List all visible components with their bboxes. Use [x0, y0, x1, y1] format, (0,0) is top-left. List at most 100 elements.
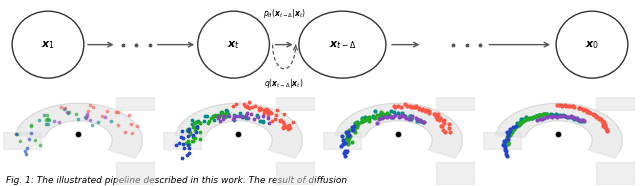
Point — [342, 132, 353, 135]
Point — [364, 116, 374, 119]
Point — [430, 116, 440, 119]
Point — [509, 127, 519, 130]
Point — [502, 130, 513, 133]
Point — [343, 130, 353, 133]
Point — [534, 114, 545, 117]
Point — [284, 124, 294, 126]
Point — [413, 118, 423, 121]
Point — [241, 114, 252, 117]
Point — [244, 106, 254, 109]
Point — [593, 117, 604, 120]
Point — [540, 112, 550, 115]
Point — [229, 116, 239, 119]
Point — [444, 127, 454, 130]
Point — [436, 124, 447, 127]
Point — [341, 151, 351, 154]
Point — [215, 114, 225, 117]
Text: $\boldsymbol{x}_0$: $\boldsymbol{x}_0$ — [585, 39, 599, 51]
Point — [228, 104, 239, 107]
Point — [218, 115, 228, 118]
Point — [182, 129, 193, 132]
Point — [254, 107, 264, 110]
Point — [357, 118, 367, 121]
Point — [344, 133, 354, 136]
Point — [415, 119, 425, 122]
Point — [221, 112, 232, 115]
Point — [29, 139, 40, 142]
Point — [353, 123, 363, 126]
Point — [250, 104, 260, 107]
Point — [502, 155, 512, 158]
Point — [185, 131, 195, 134]
Point — [262, 109, 273, 112]
Point — [405, 104, 415, 107]
Point — [402, 105, 412, 108]
Point — [42, 118, 52, 121]
Point — [401, 116, 411, 119]
Point — [241, 115, 251, 118]
Point — [288, 120, 298, 123]
Point — [439, 121, 449, 124]
Point — [43, 117, 53, 120]
Point — [412, 120, 422, 123]
Text: $\boldsymbol{x}_t$: $\boldsymbol{x}_t$ — [227, 39, 240, 51]
Point — [585, 111, 595, 114]
Point — [374, 114, 384, 117]
Point — [213, 117, 223, 120]
Point — [100, 115, 110, 118]
Point — [347, 125, 357, 128]
Point — [515, 120, 525, 123]
Point — [602, 128, 612, 131]
Point — [573, 118, 583, 121]
Point — [247, 106, 257, 109]
Point — [598, 121, 609, 124]
Point — [43, 122, 53, 125]
Point — [214, 119, 225, 122]
Point — [535, 118, 545, 121]
Point — [598, 124, 609, 127]
Point — [564, 104, 574, 107]
Point — [393, 132, 404, 135]
Point — [396, 105, 406, 108]
Point — [120, 130, 130, 133]
Point — [432, 117, 442, 120]
Point — [550, 115, 560, 118]
Point — [388, 111, 399, 114]
Point — [570, 117, 580, 120]
Point — [179, 147, 189, 150]
Point — [358, 120, 368, 123]
Text: $p_\theta(\boldsymbol{x}_{t-\Delta}|\boldsymbol{x}_t)$: $p_\theta(\boldsymbol{x}_{t-\Delta}|\bol… — [262, 7, 306, 20]
Point — [221, 108, 231, 111]
Point — [357, 116, 367, 119]
Point — [584, 111, 595, 114]
Point — [508, 126, 518, 129]
Point — [437, 128, 447, 131]
Point — [502, 137, 513, 140]
Point — [80, 116, 90, 119]
Point — [272, 108, 282, 111]
Point — [601, 128, 611, 131]
Point — [275, 118, 285, 121]
Point — [189, 129, 200, 132]
Point — [195, 131, 205, 134]
Point — [576, 118, 586, 121]
Point — [232, 114, 242, 117]
Point — [337, 135, 347, 138]
Point — [574, 107, 584, 110]
Point — [218, 114, 228, 117]
Point — [564, 105, 575, 108]
Point — [191, 121, 202, 124]
Point — [275, 118, 285, 121]
Point — [573, 106, 584, 109]
Point — [440, 130, 451, 133]
Point — [572, 118, 582, 121]
Point — [342, 142, 353, 145]
Point — [126, 132, 136, 135]
Point — [536, 113, 546, 116]
Point — [200, 115, 210, 118]
Point — [124, 114, 134, 117]
Point — [20, 149, 30, 152]
Point — [362, 117, 372, 120]
Point — [184, 142, 194, 145]
Point — [24, 138, 34, 141]
